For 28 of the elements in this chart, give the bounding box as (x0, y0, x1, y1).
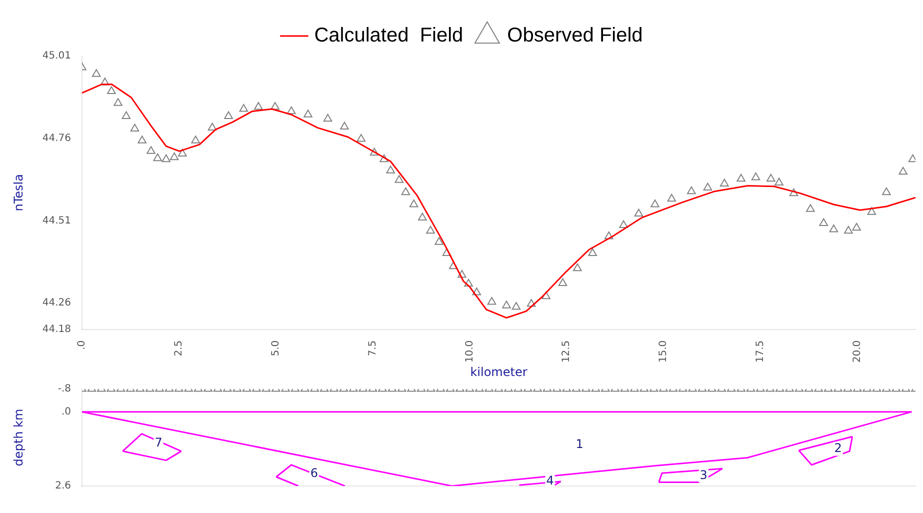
x-tick-label: 2.5 (174, 340, 185, 356)
y-tick-label: 2.6 (55, 480, 71, 492)
series-label: 4 (546, 473, 554, 488)
x-axis-title: kilometer (470, 364, 528, 379)
x-tick-label: 17.5 (755, 340, 766, 363)
y-tick-label: .0 (61, 406, 71, 418)
x-tick-label: 15.0 (658, 340, 670, 363)
x-tick-label: 7.5 (367, 340, 378, 356)
y-tick-label: 44.26 (42, 298, 71, 309)
y-axis-title: nTesla (11, 174, 26, 212)
x-tick-label: 5.0 (270, 340, 282, 356)
legend-label: Calculated Field (314, 24, 464, 47)
y-tick-label: 44.76 (42, 132, 71, 144)
y-axis-title: depth km (11, 408, 26, 466)
x-tick-label: .0 (76, 340, 88, 350)
legend-label: Observed Field (507, 24, 643, 47)
series-label: 2 (834, 440, 842, 455)
x-tick-label: 20.0 (852, 340, 863, 363)
series-label: 6 (310, 466, 318, 480)
series-label: 3 (700, 468, 708, 482)
y-tick-label: 45.01 (42, 50, 71, 62)
y-tick-label: 44.51 (42, 215, 71, 226)
x-tick-label: 12.5 (561, 340, 572, 363)
series-label: 1 (576, 436, 584, 451)
y-tick-label: 44.18 (42, 324, 71, 335)
y-tick-label: -.8 (58, 384, 71, 395)
x-tick-label: 10.0 (464, 340, 476, 363)
series-label: 7 (154, 436, 162, 450)
